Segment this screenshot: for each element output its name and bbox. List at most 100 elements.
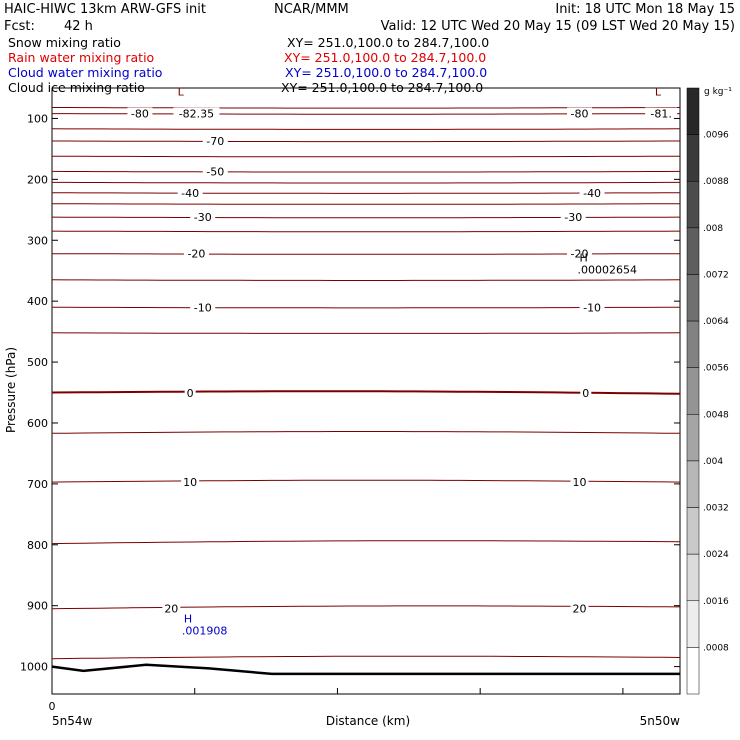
contour-label: -10 [194, 301, 212, 314]
colorbar-label: .008 [703, 224, 723, 234]
isotherm-line [52, 140, 680, 143]
colorbar-label: .0008 [703, 643, 729, 653]
colorbar: .0096 .0088 .008 .0072 .0064 .0056 .0048 .004 .0… [686, 87, 729, 695]
contour-label: -80 [131, 108, 149, 121]
extremum-symbol: L [655, 85, 662, 98]
y-tick-label: 900 [27, 600, 48, 613]
isotherm-line [51, 203, 681, 205]
y-tick-label: 800 [27, 539, 48, 552]
colorbar-segment [686, 320, 700, 368]
legend-cloudwater-xy: XY= 251.0,100.0 to 284.7,100.0 [285, 65, 487, 80]
isotherm-line [51, 655, 681, 660]
valid-time: Valid: 12 UTC Wed 20 May 15 (09 LST Wed … [381, 19, 735, 34]
colorbar-unit: g kg⁻¹ [704, 87, 732, 97]
contour-label: -40 [181, 187, 199, 200]
contour-label-bg [570, 476, 589, 489]
colorbar-segment [686, 553, 700, 602]
contour-label-bg [580, 387, 592, 400]
colorbar-segment [686, 87, 700, 135]
isotherm-line [52, 181, 680, 184]
fcst-value: 42 h [64, 19, 93, 34]
contour-label: -82.35 [179, 108, 214, 121]
x-tick-zero: 0 [49, 700, 56, 713]
contour-label-bg [183, 247, 209, 260]
contour-label: -70 [206, 135, 224, 148]
model-title: HAIC-HIWC 13km ARW-GFS init [4, 2, 206, 17]
contour-label-bg [567, 107, 593, 120]
isotherm-line [51, 540, 681, 545]
colorbar-segment [686, 647, 700, 695]
colorbar-segment [686, 507, 700, 555]
contour-label-bg [184, 387, 196, 400]
contour-label: -40 [583, 187, 601, 200]
plot-area: -80 -82.35 -80 -81.-70-50-40 -40-30 -30-20 -20… [20, 85, 681, 695]
colorbar-label: .0088 [703, 177, 729, 187]
colorbar-label: .0096 [703, 131, 729, 141]
colorbar-label: .0024 [703, 550, 729, 560]
x-right-location: 5n50w [640, 714, 681, 728]
isotherm-line [51, 332, 681, 334]
contour-label-bg [202, 165, 228, 178]
y-tick-label: 100 [27, 112, 48, 125]
colorbar-label: .0032 [703, 504, 729, 514]
contour-label-bg [177, 186, 203, 199]
contour-label-bg [173, 107, 220, 120]
contour-label: 10 [183, 476, 197, 489]
colorbar-segment [686, 274, 700, 322]
y-tick-label: 300 [27, 234, 48, 247]
contour-label: -30 [194, 211, 212, 224]
isotherm-line [51, 216, 681, 219]
contour-label-bg [579, 186, 605, 199]
isotherm-line [51, 170, 681, 173]
legend-snow-xy: XY= 251.0,100.0 to 284.7,100.0 [287, 35, 489, 50]
extremum-value: .00002654 [578, 264, 638, 277]
colorbar-label: .0048 [703, 410, 729, 420]
contour-label-bg [567, 247, 593, 260]
fcst-label: Fcst: [4, 19, 35, 34]
extremum-symbol: H [580, 252, 588, 265]
y-tick-label: 600 [27, 417, 48, 430]
contour-label-bg [127, 107, 153, 120]
colorbar-segment [686, 600, 700, 648]
contour-label-bg [579, 301, 605, 314]
isotherm-line [51, 390, 681, 395]
extremum-symbol: L [178, 85, 185, 98]
colorbar-segment [686, 367, 700, 415]
colorbar-segment [686, 134, 700, 182]
isotherm-line [51, 431, 681, 434]
contour-label-bg [162, 602, 181, 615]
contour-label: 20 [573, 603, 587, 616]
y-tick-label: 700 [27, 478, 48, 491]
contour-label: -50 [206, 165, 224, 178]
colorbar-segment [686, 414, 700, 462]
colorbar-label: .0072 [703, 270, 729, 280]
org-label: NCAR/MMM [274, 2, 349, 17]
contour-label: -20 [187, 248, 205, 261]
contour-label: -10 [583, 301, 601, 314]
init-time: Init: 18 UTC Mon 18 May 15 [555, 2, 735, 17]
y-tick-label: 1000 [20, 661, 48, 674]
legend: Snow mixing ratio XY= 251.0,100.0 to 284… [8, 35, 489, 95]
plot-frame [51, 87, 681, 695]
colorbar-label: .004 [703, 457, 723, 467]
isotherm-line [51, 279, 681, 281]
y-tick-label: 200 [27, 173, 48, 186]
contour-label: 10 [573, 476, 587, 489]
extremum-symbol: H [184, 613, 192, 626]
contour-label-bg [202, 134, 228, 147]
isotherm-line [52, 192, 680, 194]
extremum-value: .001908 [182, 625, 228, 638]
legend-cloudwater-label: Cloud water mixing ratio [8, 65, 162, 80]
legend-snow-label: Snow mixing ratio [8, 35, 121, 50]
x-left-location: 5n54w [52, 714, 93, 728]
colorbar-label: .0064 [703, 317, 729, 327]
legend-rain-label: Rain water mixing ratio [8, 50, 154, 65]
colorbar-segment [686, 180, 700, 229]
x-axis-title: Distance (km) [326, 714, 410, 728]
contour-label: -80 [571, 108, 589, 121]
isotherm-line [51, 230, 681, 233]
contour-label-bg [645, 107, 678, 120]
isotherm-line [51, 128, 681, 130]
contour-label-bg [190, 211, 216, 224]
colorbar-label: .0056 [703, 364, 729, 374]
